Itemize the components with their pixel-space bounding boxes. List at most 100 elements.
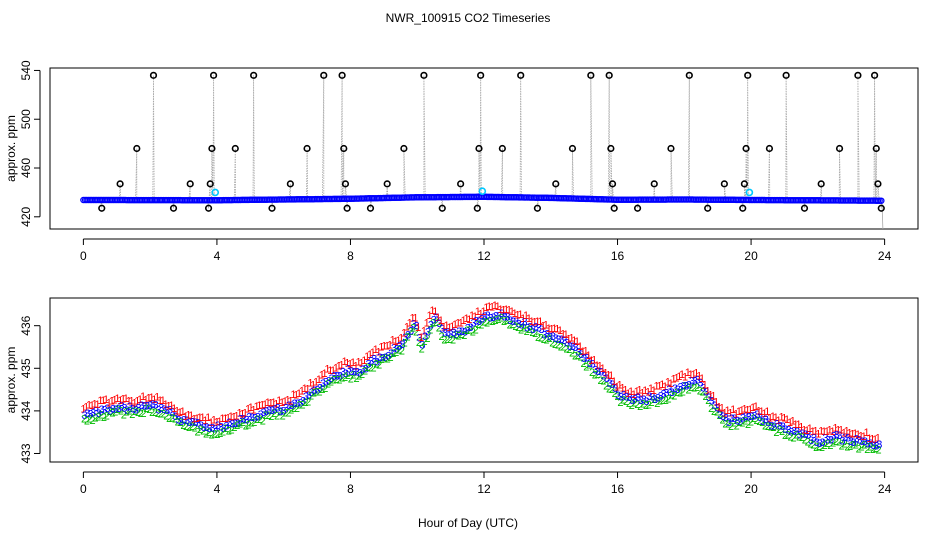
series-2-point: 2 — [765, 421, 771, 433]
series-1-point: 1 — [478, 308, 484, 320]
series-1-point: 1 — [341, 356, 347, 368]
series-3-point: 3 — [411, 318, 417, 330]
series-2-point: 2 — [359, 369, 365, 381]
series-2-point: 2 — [237, 418, 243, 430]
series-3-point: 3 — [130, 404, 136, 416]
series-1-point: 1 — [526, 313, 532, 325]
series-3-point: 3 — [848, 436, 854, 448]
series-3-point: 3 — [839, 435, 845, 447]
series-2-point: 2 — [541, 334, 547, 346]
series-2-point: 2 — [751, 413, 757, 425]
series-3-point: 3 — [314, 384, 320, 396]
series-3-point: 3 — [331, 371, 337, 383]
series-3-point: 3 — [431, 314, 437, 326]
spike-point — [498, 144, 506, 153]
series-2-point: 2 — [719, 415, 725, 427]
series-2-point: 2 — [447, 334, 453, 346]
series-2-point: 2 — [830, 438, 836, 450]
series-1-point: 1 — [540, 321, 546, 333]
series-1-point: 1 — [628, 386, 634, 398]
series-2-point: 2 — [121, 409, 127, 421]
series-1-point: 1 — [180, 406, 186, 418]
series-2-point: 2 — [436, 323, 442, 335]
series-1-point: 1 — [134, 396, 140, 408]
series-1-point: 1 — [659, 379, 665, 391]
series-1-point: 1 — [571, 335, 577, 347]
series-3-point: 3 — [578, 349, 584, 361]
spike-point — [877, 204, 885, 212]
series-1-point: 1 — [668, 378, 674, 390]
series-1-point: 1 — [549, 323, 555, 335]
series-1-point: 1 — [872, 434, 878, 446]
series-3-point: 3 — [766, 417, 772, 429]
series-1-point: 1 — [262, 399, 268, 411]
series-2-point: 2 — [597, 375, 603, 387]
series-2-point: 2 — [527, 324, 533, 336]
spike-point — [477, 71, 485, 79]
spike-point — [765, 144, 774, 153]
series-1-point: 1 — [370, 347, 376, 359]
series-3-point: 3 — [819, 437, 825, 449]
series-1-point: 1 — [421, 326, 427, 338]
series-1-point: 1 — [469, 310, 475, 322]
x-tick-label: 16 — [611, 249, 625, 263]
series-2-point: 2 — [180, 420, 186, 432]
series-2-point: 2 — [481, 316, 487, 328]
series-2-point: 2 — [805, 436, 811, 448]
series-3-point: 3 — [425, 327, 431, 339]
series-2-point: 2 — [95, 412, 101, 424]
series-1-point: 1 — [705, 386, 711, 398]
series-1-point: 1 — [449, 321, 455, 333]
series-3-point: 3 — [90, 408, 96, 420]
series-1-point: 1 — [849, 428, 855, 440]
series-2-point: 2 — [334, 374, 340, 386]
series-2-point: 2 — [81, 414, 87, 426]
series-1-point: 1 — [517, 309, 523, 321]
series-3-point: 3 — [436, 318, 442, 330]
series-1-point: 1 — [739, 405, 745, 417]
series-1-point: 1 — [279, 397, 285, 409]
series-3-point: 3 — [343, 368, 349, 380]
series-3-point: 3 — [138, 400, 144, 412]
series-1-point: 1 — [182, 411, 188, 423]
series-2-point: 2 — [475, 319, 481, 331]
top-plot-area — [80, 71, 885, 229]
series-2-point: 2 — [657, 395, 663, 407]
series-2-point: 2 — [345, 370, 351, 382]
series-2-point: 2 — [782, 430, 788, 442]
series-3-point: 3 — [243, 414, 249, 426]
series-3-point: 3 — [632, 394, 638, 406]
series-1-point: 1 — [137, 394, 143, 406]
series-2-point: 2 — [637, 401, 643, 413]
series-1-point: 1 — [273, 399, 279, 411]
series-1-point: 1 — [424, 318, 430, 330]
series-2-point: 2 — [294, 403, 300, 415]
series-2-point: 2 — [220, 427, 226, 439]
spike-point — [475, 144, 483, 153]
series-3-point: 3 — [575, 347, 581, 359]
spike-point — [800, 204, 809, 212]
series-2-point: 2 — [569, 347, 575, 359]
series-1-point: 1 — [214, 416, 220, 428]
series-2-point: 2 — [291, 403, 297, 415]
series-1-point: 1 — [347, 359, 353, 371]
series-2-point: 2 — [98, 409, 104, 421]
series-2-point: 2 — [427, 325, 433, 337]
series-1-point: 1 — [103, 394, 109, 406]
series-1-point: 1 — [387, 339, 393, 351]
series-1-point: 1 — [404, 322, 410, 334]
series-2-point: 2 — [666, 393, 672, 405]
series-2-point: 2 — [302, 397, 308, 409]
series-1-point: 1 — [100, 395, 106, 407]
spike-point — [438, 204, 446, 212]
series-2-point: 2 — [600, 376, 606, 388]
series-2-point: 2 — [498, 313, 504, 325]
series-3-point: 3 — [294, 398, 300, 410]
series-2-point: 2 — [876, 444, 882, 456]
y-tick-label: 435 — [19, 358, 33, 378]
x-axis-label: Hour of Day (UTC) — [418, 516, 518, 530]
series-3-point: 3 — [862, 436, 868, 448]
baseline-point — [878, 197, 885, 204]
series-1-point: 1 — [787, 417, 793, 429]
